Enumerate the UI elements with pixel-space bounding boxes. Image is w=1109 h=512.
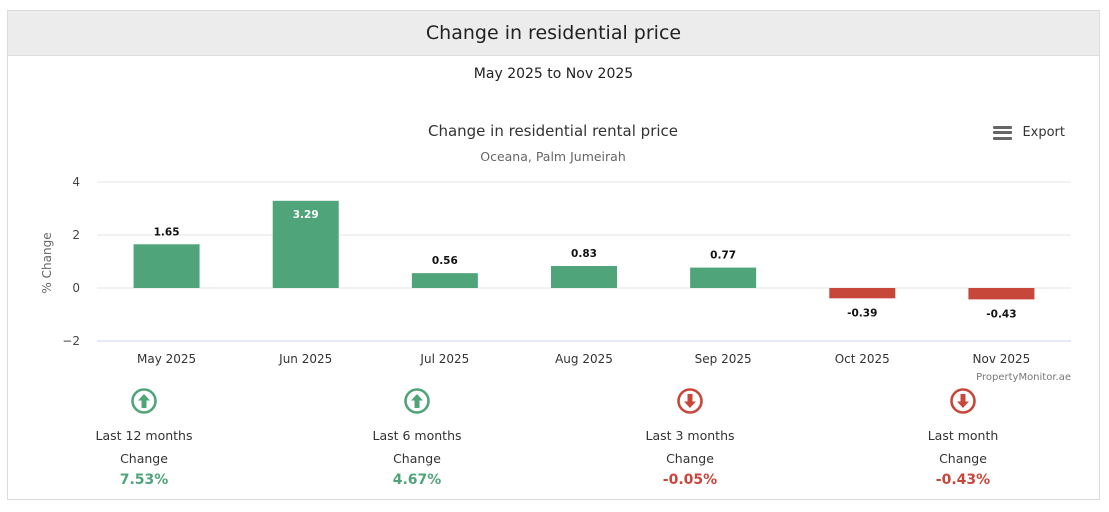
data-label: 3.29 <box>293 209 319 221</box>
x-tick-label: Jun 2025 <box>278 352 332 366</box>
stat-change-label: Change <box>939 451 987 466</box>
y-axis-title: % Change <box>40 232 54 293</box>
x-tick-label: Oct 2025 <box>835 352 890 366</box>
export-label: Export <box>1022 125 1065 140</box>
stat-period: Last 12 months <box>95 428 193 443</box>
arrow-down-circle-icon <box>677 388 703 414</box>
date-range-label: May 2025 to Nov 2025 <box>473 66 634 82</box>
y-tick-label: −2 <box>62 334 80 348</box>
bar-jun-2025[interactable] <box>272 200 339 288</box>
chart-subtitle: Oceana, Palm Jumeirah <box>480 149 626 164</box>
x-tick-label: Aug 2025 <box>555 352 613 366</box>
bar-chart: Change in residential rental price Ocean… <box>40 122 1071 383</box>
stat-last-12-months: Last 12 months Change 7.53% <box>44 388 244 488</box>
x-tick-label: May 2025 <box>137 352 196 366</box>
bar-may-2025[interactable] <box>133 244 200 288</box>
stat-last-6-months: Last 6 months Change 4.67% <box>317 388 517 488</box>
credit-link[interactable]: PropertyMonitor.ae <box>976 372 1071 383</box>
chart-title: Change in residential rental price <box>428 122 678 140</box>
stat-value: 4.67% <box>392 472 442 488</box>
x-tick-label: Nov 2025 <box>973 352 1031 366</box>
data-label: 0.83 <box>571 248 597 260</box>
arrow-down-circle-icon <box>950 388 976 414</box>
hamburger-menu-icon <box>993 125 1013 140</box>
arrow-up-circle-icon <box>404 388 430 414</box>
arrow-up-circle-icon <box>131 388 157 414</box>
y-tick-label: 4 <box>72 175 80 189</box>
x-tick-label: Jul 2025 <box>419 352 469 366</box>
bar-sep-2025[interactable] <box>690 267 757 288</box>
bar-aug-2025[interactable] <box>551 266 617 288</box>
stat-last-month: Last month Change -0.43% <box>863 388 1063 488</box>
data-label: 1.65 <box>154 226 180 238</box>
stat-change-label: Change <box>666 451 714 466</box>
bar-jul-2025[interactable] <box>411 273 478 288</box>
stat-period: Last 6 months <box>372 428 462 443</box>
data-label: 0.77 <box>710 250 736 262</box>
export-button[interactable]: Export <box>993 125 1065 140</box>
y-tick-label: 2 <box>72 228 80 242</box>
stat-value: -0.05% <box>662 472 718 488</box>
stat-period: Last 3 months <box>645 428 735 443</box>
data-label: -0.39 <box>847 307 877 319</box>
bar-nov-2025[interactable] <box>968 288 1035 300</box>
stat-change-label: Change <box>393 451 441 466</box>
bar-oct-2025[interactable] <box>829 288 896 299</box>
stat-period: Last month <box>927 428 999 443</box>
y-tick-label: 0 <box>72 281 80 295</box>
stat-last-3-months: Last 3 months Change -0.05% <box>590 388 790 488</box>
stat-change-label: Change <box>120 451 168 466</box>
panel-title: Change in residential price <box>8 11 1099 56</box>
x-tick-label: Sep 2025 <box>695 352 752 366</box>
data-label: 0.56 <box>432 255 458 267</box>
data-label: -0.43 <box>986 308 1016 320</box>
stat-value: -0.43% <box>935 472 991 488</box>
stat-value: 7.53% <box>119 472 169 488</box>
